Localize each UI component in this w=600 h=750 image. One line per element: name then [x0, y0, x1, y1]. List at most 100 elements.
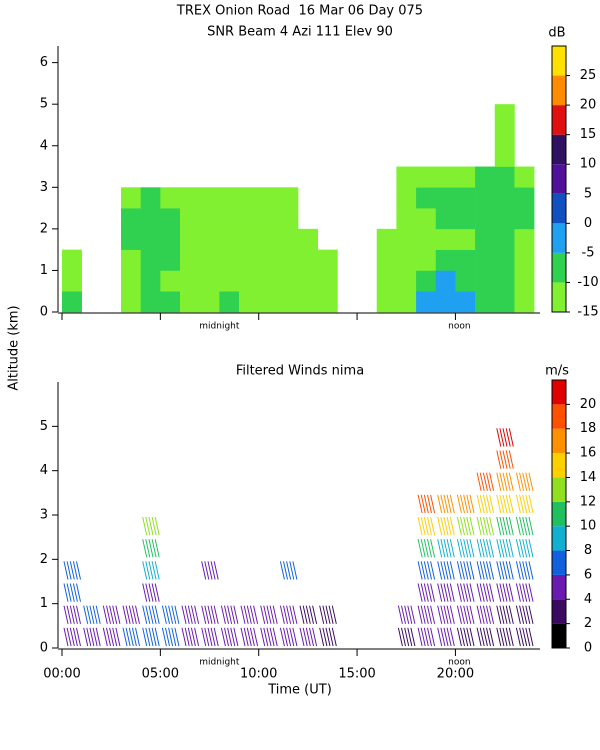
- heatmap-cell: [416, 187, 437, 209]
- colorbar-segment: [552, 574, 566, 600]
- heatmap-cell: [455, 270, 476, 292]
- wind-barb: [142, 561, 160, 580]
- heatmap-cell: [298, 270, 319, 292]
- colorbar-tick-label: 12: [580, 494, 597, 509]
- wind-barb: [240, 627, 259, 647]
- y-tick-label: 0: [40, 641, 48, 656]
- heatmap-cell: [239, 249, 260, 271]
- wind-barb: [102, 605, 121, 624]
- heatmap-cell: [219, 270, 240, 292]
- wind-barb: [515, 539, 534, 558]
- colorbar-frame: [551, 379, 567, 649]
- y-tick-label: 4: [40, 463, 48, 478]
- heatmap-cell: [180, 228, 200, 250]
- heatmap-cell: [160, 228, 181, 250]
- colorbar-tick-label: 20: [580, 397, 597, 412]
- heatmap-cell: [435, 187, 456, 209]
- y-tick-label: 5: [40, 97, 48, 112]
- heatmap-cell: [396, 249, 417, 271]
- heatmap-cell: [140, 270, 161, 292]
- heatmap-cell: [160, 187, 181, 209]
- wind-barb: [496, 516, 514, 536]
- x-tick-label: 10:00: [240, 667, 277, 682]
- colorbar-segment: [552, 282, 566, 312]
- y-tick-label: 5: [40, 419, 48, 434]
- wind-barb: [417, 516, 436, 536]
- heatmap-cell: [494, 270, 515, 292]
- wind-barb: [496, 561, 514, 580]
- heatmap-cell: [376, 228, 397, 250]
- heatmap-cell: [199, 249, 220, 271]
- heatmap-cell: [514, 187, 535, 209]
- wind-barb: [456, 627, 475, 647]
- heatmap-cell: [514, 270, 535, 292]
- wind-barb: [161, 605, 180, 624]
- colorbar-tick-label: 8: [584, 543, 592, 558]
- heatmap-cell: [62, 291, 82, 313]
- heatmap-cell: [416, 270, 437, 292]
- colorbar-frame: [551, 45, 567, 313]
- heatmap-cell: [160, 270, 181, 292]
- wind-barb: [201, 561, 219, 580]
- wind-barb: [515, 583, 534, 602]
- colorbar-tick-label: 2: [584, 616, 592, 631]
- heatmap-cell: [455, 291, 476, 313]
- heatmap-cell: [278, 208, 299, 230]
- colorbar-segment: [552, 501, 566, 527]
- colorbar-segment: [552, 404, 566, 429]
- heatmap-cell: [62, 270, 82, 292]
- wind-barb: [319, 627, 337, 647]
- wind-barb: [456, 516, 475, 536]
- colorbar-segment: [552, 105, 566, 135]
- wind-barb: [476, 627, 495, 647]
- wind-barb: [181, 605, 200, 624]
- heatmap-cell: [140, 291, 161, 313]
- heatmap-cell: [317, 249, 338, 271]
- colorbar-tick-label: 5: [584, 186, 592, 201]
- heatmap-cell: [317, 291, 338, 313]
- chart-title: Filtered Winds nima: [236, 364, 364, 379]
- wind-barb: [515, 627, 534, 647]
- wind-barb: [456, 561, 475, 580]
- wind-barb: [63, 583, 81, 602]
- wind-barb: [417, 583, 436, 602]
- colorbar-tick-label: 10: [580, 519, 597, 534]
- heatmap-cell: [494, 208, 515, 230]
- wind-barb: [122, 605, 140, 624]
- wind-barb: [496, 450, 514, 469]
- annotation: midnight: [199, 322, 240, 332]
- colorbar-label: dB: [548, 26, 565, 41]
- wind-barb: [437, 516, 455, 536]
- wind-barb: [63, 605, 81, 624]
- heatmap-cell: [376, 249, 397, 271]
- heatmap-cell: [298, 291, 319, 313]
- y-axis-label: Altitude (km): [7, 305, 22, 390]
- heatmap-cell: [514, 166, 535, 188]
- heatmap-cell: [199, 187, 220, 209]
- wind-barb: [437, 539, 455, 558]
- colorbar-segment: [552, 134, 566, 165]
- heatmap-cell: [278, 187, 299, 209]
- heatmap-cell: [494, 249, 515, 271]
- wind-barb: [456, 494, 475, 514]
- heatmap-cell: [199, 270, 220, 292]
- heatmap-cell: [239, 270, 260, 292]
- heatmap-cell: [475, 291, 496, 313]
- colorbar-tick-label: -15: [577, 305, 598, 320]
- colorbar-tick-label: 0: [584, 641, 592, 656]
- heatmap-cell: [239, 208, 260, 230]
- wind-barb: [496, 605, 514, 624]
- heatmap-cell: [494, 124, 515, 147]
- heatmap-cell: [258, 249, 279, 271]
- wind-barb: [476, 516, 495, 536]
- heatmap-cell: [62, 249, 82, 271]
- heatmap-cell: [258, 187, 279, 209]
- wind-barb: [417, 539, 436, 558]
- heatmap-cell: [121, 291, 141, 313]
- colorbar-label: m/s: [545, 364, 569, 379]
- wind-barb: [83, 627, 101, 647]
- heatmap-cell: [376, 291, 397, 313]
- wind-barb: [279, 561, 298, 580]
- heatmap-cell: [160, 291, 181, 313]
- heatmap-cell: [258, 228, 279, 250]
